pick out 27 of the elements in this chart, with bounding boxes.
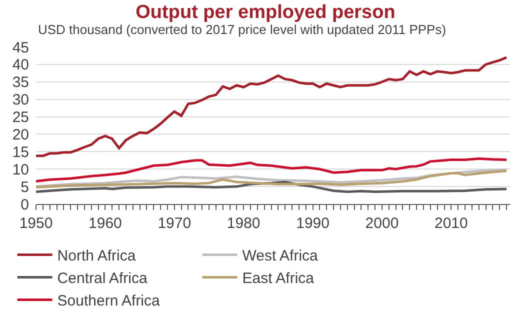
y-tick-label: 40 <box>12 56 29 74</box>
y-tick-label: 20 <box>12 126 29 144</box>
line-series <box>36 56 508 158</box>
x-tick-label: 2000 <box>365 215 399 232</box>
x-tick-label: 1950 <box>19 215 53 232</box>
y-tick-label: 25 <box>12 109 29 126</box>
x-tick-label: 1990 <box>296 215 330 232</box>
y-tick-label: 35 <box>12 74 29 92</box>
y-tick-label: 45 <box>12 39 29 56</box>
legend-label: Central Africa <box>57 270 148 288</box>
y-tick-label: 30 <box>12 92 29 109</box>
chart-subtitle: USD thousand (converted to 2017 price level with updated 2011 PPPs) <box>38 22 446 37</box>
x-tick-label: 2010 <box>434 215 468 232</box>
legend-label: West Africa <box>242 248 319 265</box>
chart-title: Output per employed person <box>136 2 396 24</box>
x-tick-label: 1970 <box>158 215 192 232</box>
legend-label: North Africa <box>57 248 136 265</box>
y-tick-label: 15 <box>12 144 29 161</box>
x-tick-label: 1960 <box>88 215 122 232</box>
y-tick-label: 5 <box>20 178 29 196</box>
y-tick-label: 10 <box>12 161 29 178</box>
legend-label: East Africa <box>242 270 315 288</box>
line-series <box>36 180 508 194</box>
legend-label: Southern Africa <box>57 292 161 310</box>
x-tick-label: 1980 <box>226 215 260 232</box>
y-tick-label: 0 <box>20 196 29 214</box>
line-series <box>36 157 508 183</box>
